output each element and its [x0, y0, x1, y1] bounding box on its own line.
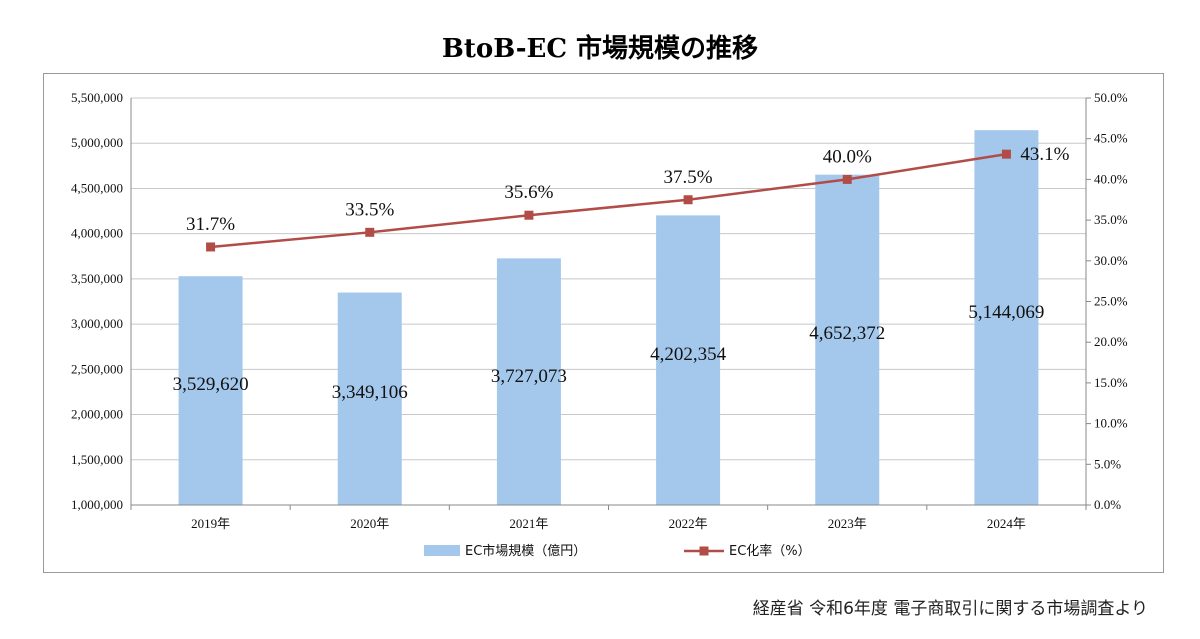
- x-tick-label: 2022年: [669, 516, 708, 531]
- y-left-tick-label: 3,000,000: [71, 316, 123, 331]
- y-right-tick-label: 50.0%: [1094, 90, 1128, 105]
- bar: [656, 215, 721, 505]
- legend-bar-swatch: [424, 545, 460, 556]
- chart-title: BtoB-EC 市場規模の推移: [441, 34, 759, 64]
- chart-frame: 1,000,000 1,500,000 2,000,000 2,500,000 3,00…: [43, 73, 1164, 573]
- legend-line-marker: [699, 546, 709, 556]
- rate-marker: [683, 195, 693, 205]
- x-tick-label: 2024年: [987, 516, 1026, 531]
- y-right-tick-label: 0.0%: [1094, 497, 1121, 512]
- rate-value-label: 35.6%: [504, 182, 553, 203]
- bar-value-label: 3,727,073: [491, 366, 567, 387]
- source-note: 経産省 令和6年度 電子商取引に関する市場調査より: [752, 599, 1148, 619]
- y-left-tick-label: 1,500,000: [71, 452, 123, 467]
- y-right-tick-label: 15.0%: [1094, 375, 1128, 390]
- y-left-tick-label: 2,500,000: [71, 361, 123, 376]
- y-right-tick-label: 30.0%: [1094, 253, 1128, 268]
- bar-value-label: 4,202,354: [650, 344, 727, 365]
- x-tick-label: 2020年: [350, 516, 389, 531]
- y-left-tick-label: 4,000,000: [71, 226, 123, 241]
- bar: [178, 276, 243, 505]
- bar: [337, 292, 402, 505]
- rate-marker: [365, 227, 375, 237]
- y-right-tick-label: 25.0%: [1094, 294, 1128, 309]
- bar-value-label: 3,349,106: [332, 382, 408, 403]
- rate-value-label: 31.7%: [186, 214, 235, 235]
- bar-value-label: 3,529,620: [173, 374, 249, 395]
- rate-line: [210, 152, 1007, 249]
- bar-value-label: 5,144,069: [968, 302, 1044, 323]
- y-left-tick-label: 5,500,000: [71, 90, 123, 105]
- combo-chart: 1,000,000 1,500,000 2,000,000 2,500,000 3,00…: [71, 90, 1128, 559]
- bar: [496, 258, 561, 505]
- bar: [815, 174, 880, 505]
- y-right-tick-label: 5.0%: [1094, 456, 1121, 471]
- bar-value-label: 4,652,372: [809, 323, 885, 344]
- rate-value-label: 43.1%: [1020, 144, 1069, 165]
- rate-marker: [1001, 149, 1011, 159]
- y-right-tick-label: 45.0%: [1094, 131, 1128, 146]
- y-right-tick-label: 35.0%: [1094, 212, 1128, 227]
- rate-value-label: 40.0%: [823, 146, 872, 167]
- legend-line-label: EC化率（%）: [729, 543, 811, 559]
- x-tick-label: 2019年: [191, 516, 230, 531]
- y-left-tick-label: 2,000,000: [71, 407, 123, 422]
- rate-marker: [206, 242, 216, 252]
- x-tick-label: 2023年: [828, 516, 867, 531]
- y-right-tick-label: 10.0%: [1094, 416, 1128, 431]
- y-right-tick-label: 20.0%: [1094, 334, 1128, 349]
- y-left-tick-label: 5,000,000: [71, 135, 123, 150]
- rate-marker: [842, 174, 852, 184]
- rate-value-label: 37.5%: [664, 167, 713, 188]
- y-right-tick-label: 40.0%: [1094, 171, 1128, 186]
- bar: [974, 130, 1039, 505]
- y-left-tick-label: 4,500,000: [71, 180, 123, 195]
- legend-bar-label: EC市場規模（億円）: [465, 543, 586, 559]
- y-left-tick-label: 1,000,000: [71, 497, 123, 512]
- x-tick-label: 2021年: [509, 516, 548, 531]
- rate-marker: [524, 210, 534, 220]
- y-left-tick-label: 3,500,000: [71, 271, 123, 286]
- rate-value-label: 33.5%: [345, 199, 394, 220]
